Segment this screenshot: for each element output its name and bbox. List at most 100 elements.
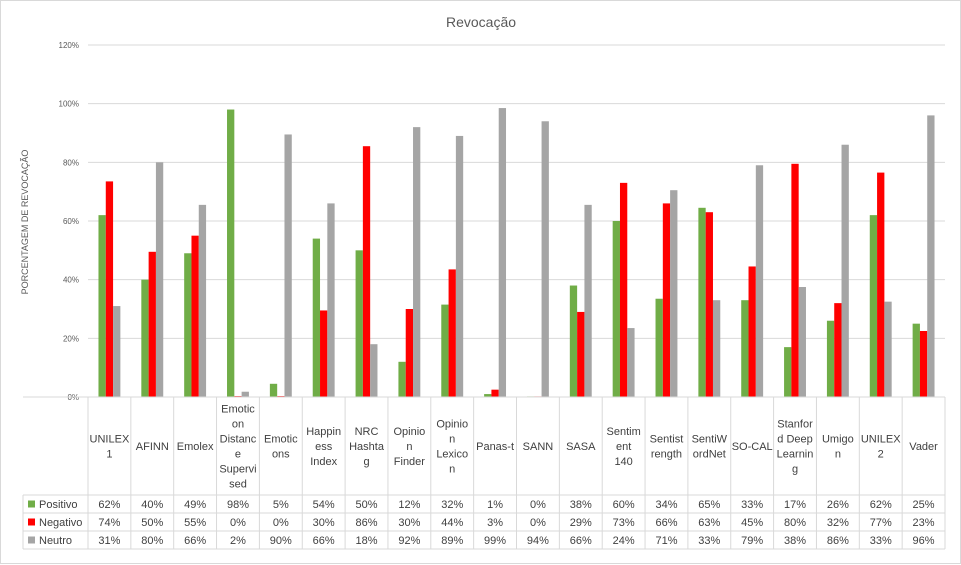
legend-key-neutro <box>28 536 35 544</box>
category-label: Sentim ent 140 <box>607 426 641 468</box>
y-axis-ticks: 0%20%40%60%80%100%120% <box>59 41 79 402</box>
data-label: 49% <box>184 499 206 511</box>
category-label: Umigo n <box>822 434 854 461</box>
data-label: 80% <box>141 535 163 547</box>
bar-neutro <box>113 306 121 397</box>
data-label: 90% <box>270 535 292 547</box>
data-label: 92% <box>398 535 420 547</box>
bar-neutro <box>884 301 892 397</box>
bar-negativo <box>619 182 628 397</box>
category-label: Sentist rength <box>650 434 684 461</box>
data-label: 0% <box>230 517 246 529</box>
bar-neutro <box>755 165 764 397</box>
data-label: 33% <box>698 535 720 547</box>
category-label: SANN <box>523 441 554 453</box>
category-label: Emolex <box>177 441 214 453</box>
bar-positivo <box>184 253 192 397</box>
data-label: 18% <box>356 535 378 547</box>
category-label: NRC Hashta g <box>349 426 385 468</box>
category-label: Vader <box>909 441 938 453</box>
bar-positivo <box>355 250 363 397</box>
bar-negativo <box>834 303 842 397</box>
data-label: 65% <box>698 499 720 511</box>
bar-neutro <box>413 127 421 397</box>
data-label: 94% <box>527 535 549 547</box>
data-label: 98% <box>227 499 249 511</box>
bar-neutro <box>541 121 549 398</box>
data-label: 71% <box>655 535 677 547</box>
bar-positivo <box>826 320 835 397</box>
data-label: 32% <box>827 517 849 529</box>
data-label: 40% <box>141 499 163 511</box>
data-label: 73% <box>613 517 635 529</box>
data-label: 31% <box>98 535 120 547</box>
bar-neutro <box>927 115 935 398</box>
bar-negativo <box>105 181 114 397</box>
category-label: Happin ess Index <box>306 426 341 468</box>
data-label: 54% <box>313 499 335 511</box>
bar-neutro <box>455 135 464 397</box>
bar-neutro <box>284 134 292 397</box>
data-label: 74% <box>98 517 120 529</box>
data-label: 89% <box>441 535 463 547</box>
bar-positivo <box>698 207 706 397</box>
bar-neutro <box>498 108 507 398</box>
bar-neutro <box>370 344 378 397</box>
gridlines <box>88 44 945 339</box>
bar-neutro <box>798 287 806 397</box>
bar-negativo <box>491 389 499 397</box>
y-axis-label: PORCENTAGEM DE REVOCAÇÃO <box>20 150 30 295</box>
data-label: 66% <box>570 535 592 547</box>
y-tick-label: 40% <box>63 276 79 285</box>
y-tick-label: 120% <box>59 41 79 50</box>
data-label: 50% <box>141 517 163 529</box>
data-label: 66% <box>184 535 206 547</box>
data-label: 38% <box>784 535 806 547</box>
data-label: 86% <box>827 535 849 547</box>
bar-negativo <box>448 269 456 397</box>
data-label: 79% <box>741 535 763 547</box>
data-label: 63% <box>698 517 720 529</box>
data-label: 3% <box>487 517 503 529</box>
bar-negativo <box>320 310 328 397</box>
category-label: SO-CAL <box>732 441 773 453</box>
data-label: 66% <box>655 517 677 529</box>
data-label: 80% <box>784 517 806 529</box>
bar-neutro <box>627 328 635 397</box>
bar-negativo <box>405 309 414 397</box>
category-label: Emotic ons <box>264 434 298 461</box>
bar-positivo <box>269 383 278 397</box>
bar-negativo <box>877 172 885 397</box>
bar-positivo <box>869 215 878 397</box>
bar-negativo <box>919 331 928 397</box>
data-label: 0% <box>273 517 289 529</box>
data-label: 99% <box>484 535 506 547</box>
bar-positivo <box>741 300 749 397</box>
bar-positivo <box>484 394 492 397</box>
bar-positivo <box>569 285 578 397</box>
bar-neutro <box>712 300 721 397</box>
bar-neutro <box>670 190 678 397</box>
bar-neutro <box>841 144 849 397</box>
bar-negativo <box>748 266 756 397</box>
category-label: Panas-t <box>476 441 514 453</box>
data-label: 30% <box>313 517 335 529</box>
data-label: 45% <box>741 517 763 529</box>
category-label: SentiW ordNet <box>692 434 728 461</box>
data-label: 38% <box>570 499 592 511</box>
legend-key-positivo <box>28 500 35 508</box>
data-label: 86% <box>356 517 378 529</box>
legend-label: Negativo <box>39 517 82 529</box>
legend-key-negativo <box>28 518 35 526</box>
bar-positivo <box>784 347 792 397</box>
category-label: UNILEX 1 <box>90 434 130 461</box>
bar-positivo <box>398 361 406 397</box>
data-label: 5% <box>273 499 289 511</box>
bar-positivo <box>141 279 149 397</box>
data-label: 33% <box>741 499 763 511</box>
category-label: UNILEX 2 <box>861 434 901 461</box>
data-label: 30% <box>398 517 420 529</box>
data-label: 33% <box>870 535 892 547</box>
